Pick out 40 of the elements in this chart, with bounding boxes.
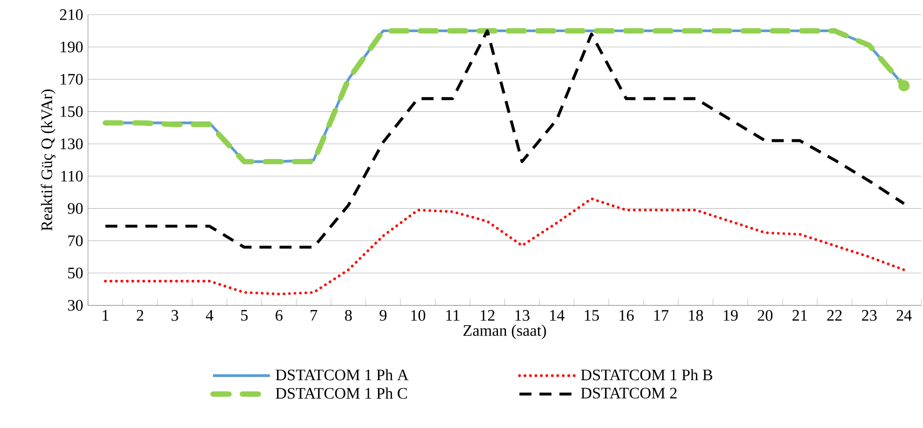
x-tick-label: 19 xyxy=(724,310,738,321)
legend-label: DSTATCOM 1 Ph C xyxy=(276,388,407,399)
x-tick-label: 5 xyxy=(241,310,248,321)
x-tick-label: 14 xyxy=(550,310,565,321)
y-tick-label: 110 xyxy=(61,170,83,182)
x-tick-label: 22 xyxy=(827,310,842,321)
y-tick-label: 130 xyxy=(60,138,83,150)
x-tick-label: 11 xyxy=(446,310,460,321)
x-tick-label: 17 xyxy=(654,310,668,321)
x-tick-label: 9 xyxy=(380,310,386,321)
x-tick-label: 13 xyxy=(515,310,530,321)
y-tick-label: 50 xyxy=(68,268,83,278)
x-tick-label: 8 xyxy=(345,310,352,321)
legend-label: DSTATCOM 2 xyxy=(580,388,677,398)
x-tick-label: 6 xyxy=(276,310,283,321)
x-tick-label: 23 xyxy=(862,310,877,321)
x-tick-label: 12 xyxy=(480,310,494,321)
x-tick-label: 7 xyxy=(310,310,318,321)
y-axis-title: Reaktif Güç Q (kVAr) xyxy=(40,90,56,231)
y-tick-label: 150 xyxy=(60,106,83,117)
x-tick-label: 10 xyxy=(411,310,426,321)
x-tick-label: 4 xyxy=(206,310,214,321)
y-tick-label: 90 xyxy=(68,203,83,214)
y-tick-label: 190 xyxy=(60,42,83,52)
x-tick-label: 16 xyxy=(620,310,634,321)
x-tick-label: 20 xyxy=(758,310,772,321)
x-axis-title: Zaman (saat) xyxy=(463,324,546,340)
y-tick-label: 70 xyxy=(68,235,83,246)
x-tick-label: 21 xyxy=(792,310,807,321)
x-tick-label: 1 xyxy=(102,310,108,321)
x-tick-label: 2 xyxy=(136,310,144,321)
y-tick-label: 210 xyxy=(60,9,83,20)
x-tick-label: 24 xyxy=(896,310,912,321)
y-tick-label: 30 xyxy=(68,300,83,311)
legend-label: DSTATCOM 1 Ph B xyxy=(580,369,712,380)
x-tick-label: 3 xyxy=(172,310,178,321)
legend-label: DSTATCOM 1 Ph A xyxy=(276,369,409,380)
x-tick-label: 15 xyxy=(584,310,599,321)
y-tick-label: 170 xyxy=(60,74,83,85)
x-tick-label: 18 xyxy=(689,310,704,321)
